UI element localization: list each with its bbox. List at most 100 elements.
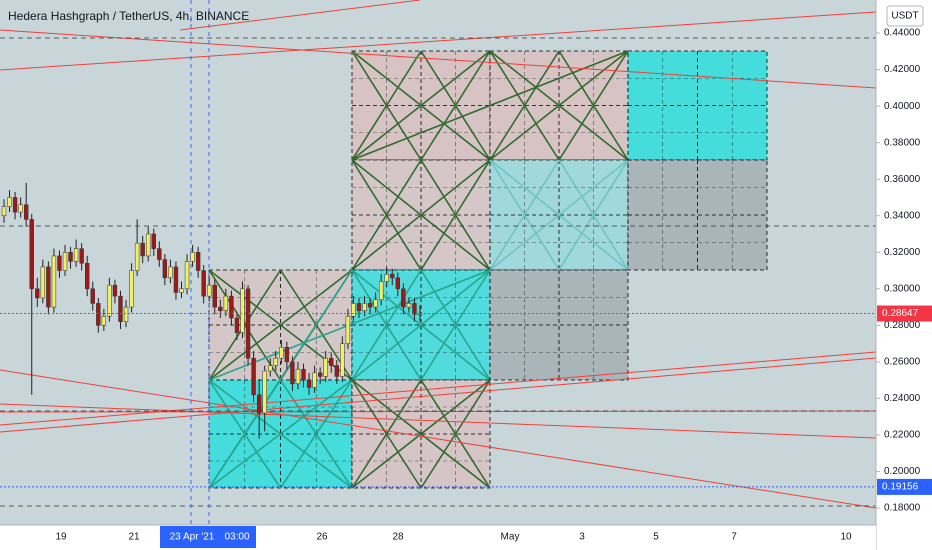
- candle-body: [140, 242, 145, 257]
- y-tick-label: 0.40000: [884, 101, 921, 112]
- candle-body: [134, 242, 140, 271]
- candle-body: [207, 284, 212, 297]
- y-tick-label: 0.24000: [884, 393, 921, 404]
- candle-body: [378, 281, 384, 301]
- candle-body: [1, 206, 7, 216]
- candle-body: [51, 255, 57, 308]
- candle-body: [334, 365, 339, 377]
- candle-body: [373, 299, 378, 308]
- y-tick-label: 0.22000: [884, 430, 921, 441]
- gann-line: [558, 50, 629, 161]
- gann-line: [420, 379, 491, 489]
- price-label: 0.19156: [882, 482, 919, 493]
- candle-body: [367, 303, 373, 308]
- candle-body: [245, 288, 251, 359]
- time-axis: [0, 525, 876, 550]
- candle-body: [251, 357, 256, 396]
- y-tick-label: 0.26000: [884, 357, 921, 368]
- candle-body: [157, 248, 162, 260]
- candle-body: [62, 252, 68, 271]
- candle-body: [7, 197, 12, 207]
- candle-body: [57, 255, 62, 271]
- trend-line: [0, 369, 877, 509]
- candle-body: [279, 347, 284, 359]
- currency-box[interactable]: [886, 5, 924, 27]
- x-tick-label: 26: [316, 532, 328, 543]
- candle-body: [123, 306, 129, 322]
- gann-line: [351, 379, 422, 489]
- x-tick-label: 7: [731, 532, 737, 543]
- candle-body: [312, 372, 317, 388]
- candle-body: [301, 368, 306, 381]
- candle-body: [273, 357, 278, 366]
- gann-line: [420, 269, 491, 381]
- price-axis: [876, 0, 932, 550]
- candle-body: [101, 315, 107, 326]
- candle-body: [268, 365, 273, 372]
- candle-body: [40, 266, 46, 299]
- y-tick-label: 0.20000: [884, 466, 921, 477]
- gann-line: [420, 50, 491, 161]
- candle-body: [223, 295, 229, 311]
- y-tick-label: 0.44000: [884, 28, 921, 39]
- price-label: 0.28647: [882, 308, 919, 319]
- x-highlight-box: [160, 526, 256, 548]
- trend-line: [0, 357, 877, 433]
- candle-body: [12, 197, 18, 213]
- candle-body: [46, 266, 51, 308]
- candle-body: [173, 266, 179, 293]
- candle-body: [184, 261, 190, 290]
- candle-body: [323, 357, 328, 377]
- gann-line: [351, 159, 491, 271]
- gann-line: [420, 159, 491, 271]
- candle-body: [179, 288, 184, 293]
- price-label-box: [877, 478, 932, 495]
- gann-line: [208, 269, 353, 381]
- candle-body: [107, 284, 112, 317]
- candle-body: [256, 394, 262, 414]
- gann-line: [351, 379, 491, 489]
- y-tick-label: 0.42000: [884, 64, 921, 75]
- y-tick-label: 0.30000: [884, 283, 921, 294]
- gann-line: [351, 269, 491, 381]
- candle-body: [295, 368, 301, 385]
- currency-label: USDT: [891, 11, 918, 22]
- trend-line: [0, 403, 877, 439]
- y-tick-label: 0.32000: [884, 247, 921, 258]
- gann-line: [489, 159, 629, 271]
- y-tick-label: 0.34000: [884, 210, 921, 221]
- gann-line: [558, 159, 629, 271]
- candle-body: [190, 252, 195, 262]
- candle-body: [345, 315, 351, 344]
- gann-line: [351, 50, 629, 161]
- candle-body: [351, 303, 356, 317]
- axes: 0.44000 0.42000 0.40000 0.38000 0.36000 0.340…: [55, 28, 932, 548]
- gann-line: [351, 159, 422, 271]
- candle-body: [284, 347, 290, 363]
- candle-body: [395, 277, 401, 290]
- candle-body: [406, 303, 412, 308]
- gann-line: [351, 50, 491, 161]
- candle-body: [356, 303, 362, 311]
- x-tick-label: 23 Apr '21: [170, 532, 215, 543]
- candle-body: [18, 204, 23, 213]
- trend-line: [0, 29, 877, 89]
- gann-line: [208, 269, 282, 381]
- candle-body: [262, 370, 267, 414]
- candle-body: [306, 379, 312, 388]
- y-tick-label: 0.28000: [884, 320, 921, 331]
- candle-body: [129, 270, 134, 308]
- trend-line: [179, 0, 421, 31]
- gann-line: [489, 50, 560, 161]
- x-tick-label: May: [501, 532, 520, 543]
- drawings: [0, 0, 877, 525]
- x-tick-label: 03:00: [224, 532, 249, 543]
- candle-body: [79, 248, 84, 264]
- candle-body: [112, 284, 118, 297]
- gann-line: [208, 269, 353, 489]
- candle-body: [35, 288, 40, 299]
- candle-body: [218, 306, 223, 311]
- candle-body: [401, 288, 406, 308]
